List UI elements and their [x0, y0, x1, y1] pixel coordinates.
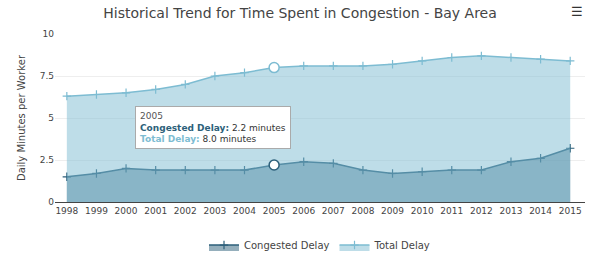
svg-text:1999: 1999 [85, 206, 108, 216]
svg-text:2001: 2001 [144, 206, 167, 216]
svg-text:5: 5 [48, 113, 54, 123]
svg-text:2000: 2000 [115, 206, 138, 216]
svg-text:2015: 2015 [559, 206, 582, 216]
svg-text:2013: 2013 [500, 206, 523, 216]
svg-text:2005Congested Delay: 2.2 minut: 2005Congested Delay: 2.2 minutesTotal De… [140, 111, 286, 144]
svg-text:2004: 2004 [233, 206, 256, 216]
svg-text:0: 0 [48, 197, 54, 207]
svg-text:Congested Delay: Congested Delay [244, 240, 330, 251]
svg-text:2005: 2005 [263, 206, 286, 216]
svg-text:Historical Trend for Time Spen: Historical Trend for Time Spent in Conge… [103, 5, 497, 21]
svg-text:2006: 2006 [292, 206, 315, 216]
svg-text:2003: 2003 [203, 206, 226, 216]
svg-text:☰: ☰ [571, 4, 583, 19]
svg-text:2011: 2011 [440, 206, 463, 216]
svg-text:7.5: 7.5 [40, 71, 54, 81]
svg-text:Daily Minutes per Worker: Daily Minutes per Worker [16, 54, 27, 181]
svg-text:2008: 2008 [351, 206, 374, 216]
svg-text:2009: 2009 [381, 206, 404, 216]
svg-text:2007: 2007 [322, 206, 345, 216]
svg-text:Total Delay: Total Delay [374, 240, 430, 251]
svg-text:2010: 2010 [411, 206, 434, 216]
svg-text:2012: 2012 [470, 206, 493, 216]
svg-text:2002: 2002 [174, 206, 197, 216]
svg-text:2.5: 2.5 [40, 155, 54, 165]
svg-text:2014: 2014 [529, 206, 552, 216]
svg-text:1998: 1998 [55, 206, 78, 216]
svg-text:10: 10 [43, 29, 55, 39]
